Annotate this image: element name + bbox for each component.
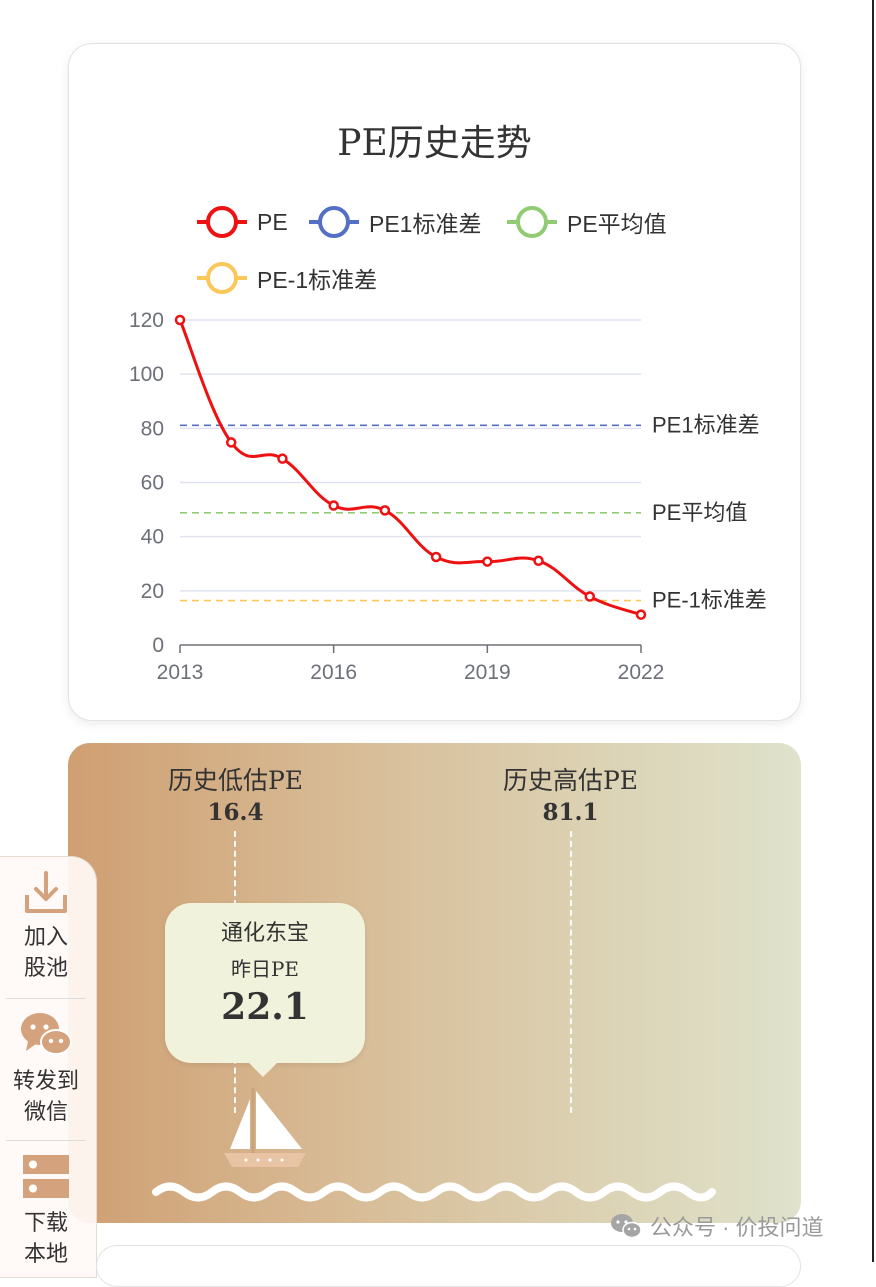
sidebar-divider [6, 1140, 86, 1141]
x-tick-label: 2016 [310, 661, 357, 684]
valuation-band: 历史低估PE 16.4 历史高估PE 81.1 通化东宝 昨日PE 22.1 [68, 743, 801, 1223]
wave-decoration [152, 1182, 716, 1202]
y-tick-label: 60 [141, 472, 164, 495]
current-pe-value: 22.1 [221, 986, 309, 1028]
pe-data-point [430, 551, 442, 563]
legend-label-pe: PE [257, 208, 288, 235]
y-tick-label: 20 [141, 580, 164, 603]
wechat-watermark: 公众号 · 价投问道 [610, 1210, 824, 1242]
pe-data-point [482, 556, 493, 567]
pe-data-point [225, 437, 237, 448]
y-tick-label: 120 [129, 309, 164, 332]
download-line1: 下载 [23, 1211, 68, 1236]
x-tick-label: 2022 [618, 661, 665, 684]
share-to-wechat-button[interactable]: 转发到 微信 [0, 1009, 92, 1128]
y-tick-label: 100 [129, 363, 164, 386]
sidebar-divider [6, 998, 86, 999]
y-tick-label: 40 [141, 526, 164, 549]
high-pe-label: 历史高估PE [502, 766, 639, 795]
reference-line-label: PE-1标准差 [652, 588, 767, 613]
download-local-button[interactable]: 下载 本地 [0, 1151, 92, 1270]
pe-chart-card: PE历史走势 PE PE1标准差 PE平均值 PE-1标准差 0 20 40 60 80… [68, 43, 801, 721]
legend-label-pe-mean: PE平均值 [567, 211, 667, 237]
sailboat-icon [224, 1088, 306, 1167]
legend-marker-pe-std-plus [309, 206, 359, 238]
pe-data-point [328, 500, 339, 511]
add-to-pool-line2: 股池 [23, 956, 68, 981]
pe-data-point [533, 555, 544, 567]
floating-sidebar: 加入 股池 转发到 微信 下载 本地 [0, 856, 97, 1278]
pe-data-point [379, 505, 391, 516]
wechat-icon [21, 1013, 72, 1055]
legend-label-pe-std-plus: PE1标准差 [369, 211, 482, 237]
add-to-pool-button[interactable]: 加入 股池 [0, 867, 92, 984]
low-pe-value: 16.4 [207, 799, 264, 826]
current-pe-bubble: 通化东宝 昨日PE 22.1 [165, 903, 365, 1077]
legend-marker-pe-std-minus [197, 262, 247, 294]
add-to-pool-line1: 加入 [23, 925, 68, 950]
reference-line-label: PE平均值 [652, 500, 747, 525]
pe-series-line [178, 319, 642, 617]
low-pe-label: 历史低估PE [167, 766, 304, 795]
high-pe-block: 历史高估PE 81.1 [488, 761, 653, 826]
pe-line-chart: 0 20 40 60 80 100 120 2013 2016 2019 2022 PE1标准差 PE平… [129, 309, 767, 684]
high-pe-value: 81.1 [542, 799, 599, 826]
pe-data-point [635, 609, 647, 620]
reference-line-label: PE1标准差 [652, 412, 760, 437]
legend-item-pe-std-minus[interactable]: PE-1标准差 [197, 260, 377, 296]
y-tick-label: 80 [141, 417, 164, 440]
download-line2: 本地 [23, 1242, 68, 1267]
x-tick-label: 2013 [157, 661, 204, 684]
page-right-edge [872, 0, 874, 1262]
current-pe-label: 昨日PE [230, 957, 300, 981]
legend-item-pe-mean[interactable]: PE平均值 [507, 204, 667, 240]
pe-data-point [584, 591, 596, 602]
legend-label-pe-std-minus: PE-1标准差 [257, 267, 378, 293]
y-tick-label: 0 [152, 634, 164, 657]
wechat-logo-icon [611, 1214, 642, 1239]
download-tray-icon [25, 871, 67, 913]
server-icon [23, 1155, 69, 1198]
legend-marker-pe [197, 206, 247, 238]
low-pe-block: 历史低估PE 16.4 [153, 761, 318, 826]
share-line1: 转发到 [12, 1069, 79, 1094]
pe-data-point [174, 314, 186, 326]
legend-item-pe[interactable]: PE [197, 204, 288, 240]
high-pe-marker-line [570, 831, 572, 1113]
share-line2: 微信 [23, 1100, 68, 1125]
chart-title: PE历史走势 [337, 123, 532, 164]
pe-data-point [277, 453, 288, 464]
stock-name: 通化东宝 [220, 921, 309, 946]
next-card-edge [96, 1245, 801, 1287]
legend-item-pe-std-plus[interactable]: PE1标准差 [309, 204, 481, 240]
legend-marker-pe-mean [507, 206, 557, 238]
watermark-text: 公众号 · 价投问道 [650, 1215, 824, 1240]
x-tick-label: 2019 [464, 661, 511, 684]
